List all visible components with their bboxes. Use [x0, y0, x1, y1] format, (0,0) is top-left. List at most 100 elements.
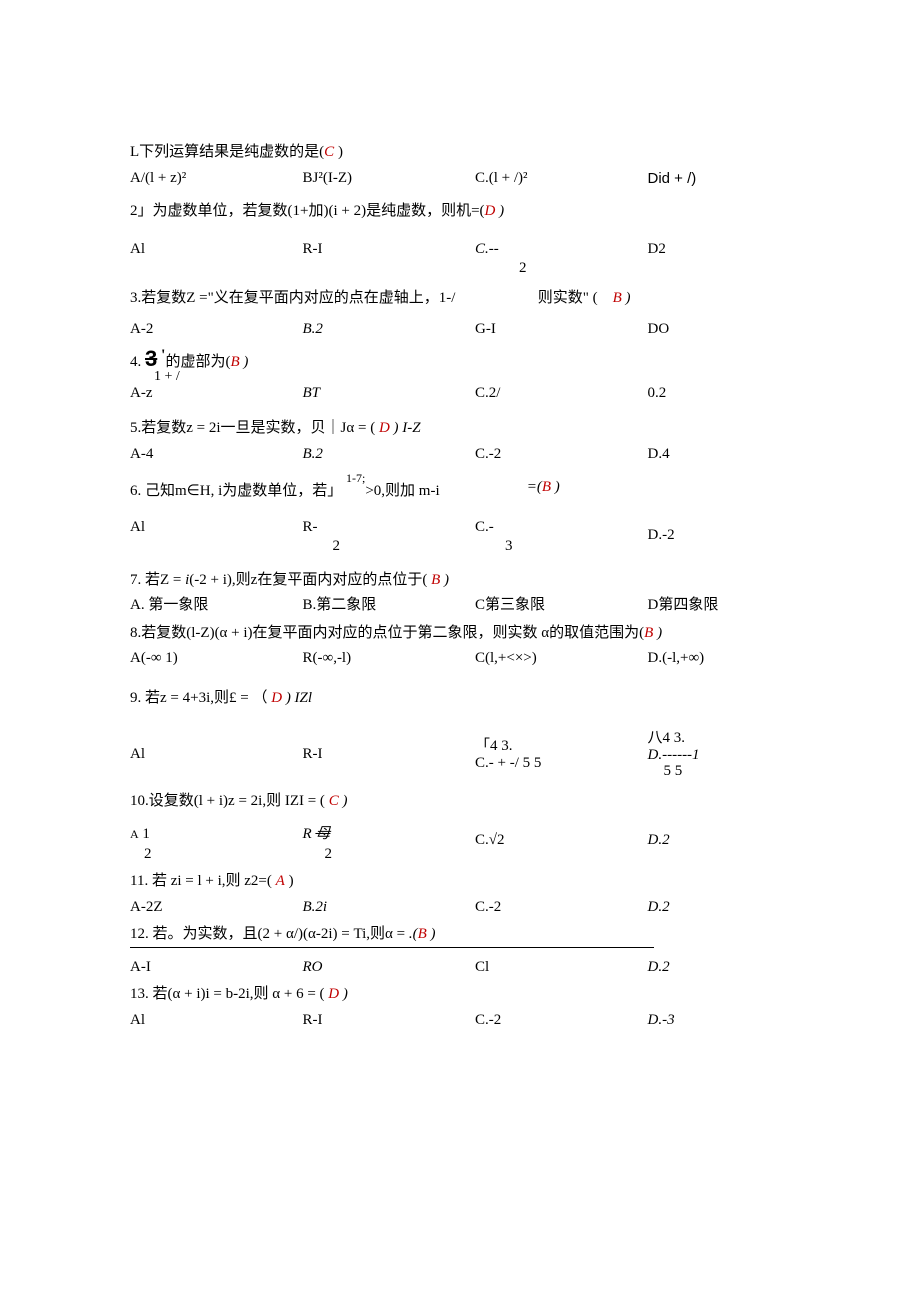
- q10-answer: C: [329, 793, 339, 809]
- q3-right: 则实数" ( B ): [538, 289, 820, 309]
- q13-pre: 13. 若(α + i)i = b-2i,则 α + 6 = (: [130, 986, 328, 1002]
- q12-opt-a: A-I: [130, 958, 303, 978]
- q10-post: ): [339, 793, 348, 809]
- q9-opt-a: Al: [130, 745, 303, 765]
- q4-options: A-z BT C.2/ 0.2: [130, 384, 820, 404]
- q12-text: 12. 若。为实数，且(2 + α/)(α-2i) = Ti,则α = .(B …: [130, 925, 654, 948]
- q6-post: ): [551, 479, 560, 495]
- q1-answer: C: [324, 144, 334, 160]
- q6-answer: B: [542, 479, 551, 495]
- q6-c-r: 3: [505, 538, 513, 554]
- q10-b-sym: 母: [315, 826, 330, 842]
- q12-post: ): [427, 926, 436, 942]
- q1-opt-d: Did + /): [648, 169, 821, 189]
- q1-pre: L下列运算结果是纯虚数的是(: [130, 144, 324, 160]
- q10-pre: 10.设复数(l + i)z = 2i,则 IZI = (: [130, 793, 329, 809]
- q13-opt-d: D.-3: [648, 1011, 821, 1031]
- q6-b-r: 2: [333, 538, 341, 554]
- q2-opt-a: Al: [130, 240, 303, 279]
- q10-opt-d: D.2: [648, 825, 821, 851]
- q13-options: Al R-I C.-2 D.-3: [130, 1011, 820, 1031]
- q8-opt-c: C(l,+<×>): [475, 649, 648, 669]
- q3-opt-b: B.2: [303, 320, 476, 340]
- question-12: 12. 若。为实数，且(2 + α/)(α-2i) = Ti,则α = .(B …: [130, 925, 820, 977]
- q10-a-pre: A: [130, 827, 139, 841]
- q12-opt-c: Cl: [475, 958, 648, 978]
- q6-opt-d: D.-2: [648, 518, 821, 557]
- question-7: 7. 若Z = i(-2 + i),则z在复平面内对应的点位于( B ) A. …: [130, 571, 820, 616]
- q13-answer: D: [328, 986, 339, 1002]
- q5-post: ) I-Z: [390, 420, 421, 436]
- q11-options: A-2Z B.2i C.-2 D.2: [130, 898, 820, 918]
- q9-c-bot: C.- + -/ 5 5: [475, 755, 541, 771]
- q6-l1: 6. 己知m∈H, i为虚数单位，若」: [130, 483, 342, 499]
- q5-pre: 5.若复数z = 2i一旦是实数，贝｜Jα = (: [130, 420, 379, 436]
- q2-options: Al R-I C.-- 2 D2: [130, 240, 820, 279]
- q7-mid: (-2 + i),则z在复平面内对应的点位于(: [189, 572, 431, 588]
- q5-opt-d: D.4: [648, 445, 821, 465]
- q11-pre: 11. 若 zi = l + i,则 z2=(: [130, 873, 276, 889]
- q10-a-top: 1: [142, 826, 150, 842]
- q7-opt-c: C第三象限: [475, 596, 648, 616]
- q12-pre: 12. 若。为实数，且(2 + α/)(α-2i) = Ti,则α =: [130, 926, 409, 942]
- q1-opt-b: BJ²(I-Z): [303, 169, 476, 189]
- q3-right-post: ): [622, 290, 631, 306]
- q6-opt-b: R- 2: [303, 518, 476, 557]
- q5-options: A-4 B.2 C.-2 D.4: [130, 445, 820, 465]
- q3-opt-d: DO: [648, 320, 821, 340]
- q4-text: 4. 3 '的虚部为(B ) 1 + /: [130, 348, 820, 384]
- q12-opt-b: RO: [303, 958, 476, 978]
- q4-big: 3: [145, 346, 157, 371]
- q8-opt-a: A(-∞ 1): [130, 649, 303, 669]
- q10-text: 10.设复数(l + i)z = 2i,则 IZI = ( C ): [130, 792, 820, 812]
- q1-opt-a: A/(l + z)²: [130, 169, 303, 189]
- q6-b-l: R-: [303, 519, 318, 535]
- q9-c-top: 「4 3.: [475, 738, 513, 754]
- question-6: 6. 己知m∈H, i为虚数单位，若」 1-7; >0,则加 m-i =(B )…: [130, 472, 820, 557]
- q4-answer: B: [230, 354, 239, 370]
- question-3: 3.若复数Z ="义在复平面内对应的点在虚轴上，1-/ 则实数" ( B ) A…: [130, 289, 820, 340]
- q3-opt-c: G-I: [475, 320, 648, 340]
- q9-answer: D: [271, 690, 282, 706]
- q4-denom: 1 + /: [154, 370, 820, 384]
- q11-text: 11. 若 zi = l + i,则 z2=( A ): [130, 872, 820, 892]
- q8-options: A(-∞ 1) R(-∞,-l) C(l,+<×>) D.(-l,+∞): [130, 649, 820, 669]
- q4-opt-b: BT: [303, 384, 476, 404]
- q4-opt-a: A-z: [130, 384, 303, 404]
- q8-opt-d: D.(-l,+∞): [648, 649, 821, 669]
- q2-opt-c: C.-- 2: [475, 240, 648, 279]
- q8-pre: 8.若复数(l-Z)(α + i)在复平面内对应的点位于第二象限，则实数 α的取…: [130, 625, 644, 641]
- q10-options: A 1 2 R 母 2 C.√2 D.2: [130, 825, 820, 864]
- q6-c-l: C.-: [475, 519, 494, 535]
- q9-text: 9. 若z = 4+3i,则£ = （ D ) IZl: [130, 689, 820, 709]
- q8-post: ): [653, 625, 662, 641]
- q10-opt-b: R 母 2: [303, 825, 476, 864]
- q3-text: 3.若复数Z ="义在复平面内对应的点在虚轴上，1-/ 则实数" ( B ): [130, 289, 820, 309]
- q6-opt-c: C.- 3: [475, 518, 648, 557]
- q6-eq: =(: [527, 479, 542, 495]
- q3-right-pre: 则实数" (: [538, 290, 598, 306]
- document-page: L下列运算结果是纯虚数的是(C ) A/(l + z)² BJ²(I-Z) C.…: [0, 0, 920, 1030]
- q5-opt-b: B.2: [303, 445, 476, 465]
- question-1: L下列运算结果是纯虚数的是(C ) A/(l + z)² BJ²(I-Z) C.…: [130, 143, 820, 188]
- q11-answer: A: [276, 873, 285, 889]
- q13-opt-c: C.-2: [475, 1011, 648, 1031]
- q2-opt-b: R-I: [303, 240, 476, 279]
- q7-opt-d: D第四象限: [648, 596, 821, 616]
- q1-options: A/(l + z)² BJ²(I-Z) C.(l + /)² Did + /): [130, 169, 820, 189]
- q3-pre: 3.若复数Z ="义在复平面内对应的点在虚轴上，1-/: [130, 289, 538, 309]
- q10-opt-a: A 1 2: [130, 825, 303, 864]
- q9-options: Al R-I 「4 3. C.- + -/ 5 5 八4 3. D.------…: [130, 730, 820, 780]
- q4-opt-d: 0.2: [648, 384, 821, 404]
- q6-left: 6. 己知m∈H, i为虚数单位，若」 1-7; >0,则加 m-i: [130, 472, 527, 502]
- q6-options: Al R- 2 C.- 3 D.-2: [130, 518, 820, 557]
- q7-opt-b: B.第二象限: [303, 596, 476, 616]
- q10-opt-c: C.√2: [475, 825, 648, 851]
- q7-pre: 7. 若Z =: [130, 572, 185, 588]
- q13-text: 13. 若(α + i)i = b-2i,则 α + 6 = ( D ): [130, 985, 820, 1005]
- q12-mid: .(: [409, 926, 418, 942]
- question-10: 10.设复数(l + i)z = 2i,则 IZI = ( C ) A 1 2 …: [130, 792, 820, 865]
- q6-mid: >0,则加 m-i: [365, 483, 439, 499]
- q7-answer: B: [431, 572, 440, 588]
- q12-opt-d: D.2: [648, 958, 821, 978]
